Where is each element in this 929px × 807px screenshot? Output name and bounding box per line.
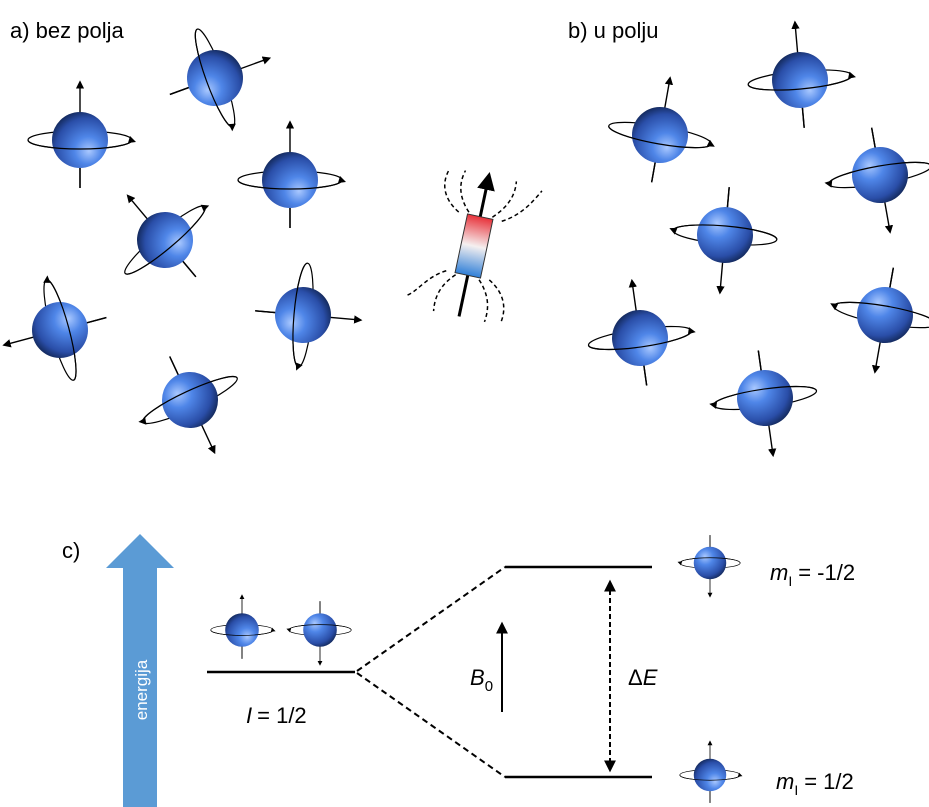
symbol: I xyxy=(246,703,252,728)
value: = -1/2 xyxy=(798,560,855,585)
spin-icon xyxy=(678,535,741,596)
spin-icon xyxy=(286,601,351,665)
ground-label: I = 1/2 xyxy=(246,703,307,728)
symbol: E xyxy=(643,665,658,690)
subscript: I xyxy=(794,782,798,798)
subscript: I xyxy=(788,573,792,589)
delta: Δ xyxy=(628,665,643,690)
symbol: m xyxy=(770,560,788,585)
spins-aligned xyxy=(580,17,929,463)
panel-label: c) xyxy=(62,538,80,563)
symbol: m xyxy=(776,769,794,794)
level-label: mI = 1/2 xyxy=(776,769,854,798)
symbol: B xyxy=(470,665,485,690)
subscript: 0 xyxy=(485,678,493,695)
panel-label: a) bez polja xyxy=(10,18,125,43)
spins-random xyxy=(0,9,365,476)
field-label: B0 xyxy=(470,665,493,695)
energy-label: energija xyxy=(132,659,151,720)
spin-icon xyxy=(680,741,743,802)
split-line xyxy=(356,672,506,778)
magnet xyxy=(406,168,543,324)
level-label: mI = -1/2 xyxy=(770,560,855,589)
panel-label: b) u polju xyxy=(568,18,659,43)
splitting-label: ΔE xyxy=(628,665,658,690)
value: = 1/2 xyxy=(804,769,854,794)
split-line xyxy=(356,566,506,672)
energy-arrow xyxy=(106,534,174,807)
spin-icon xyxy=(211,595,276,659)
value: = 1/2 xyxy=(257,703,307,728)
